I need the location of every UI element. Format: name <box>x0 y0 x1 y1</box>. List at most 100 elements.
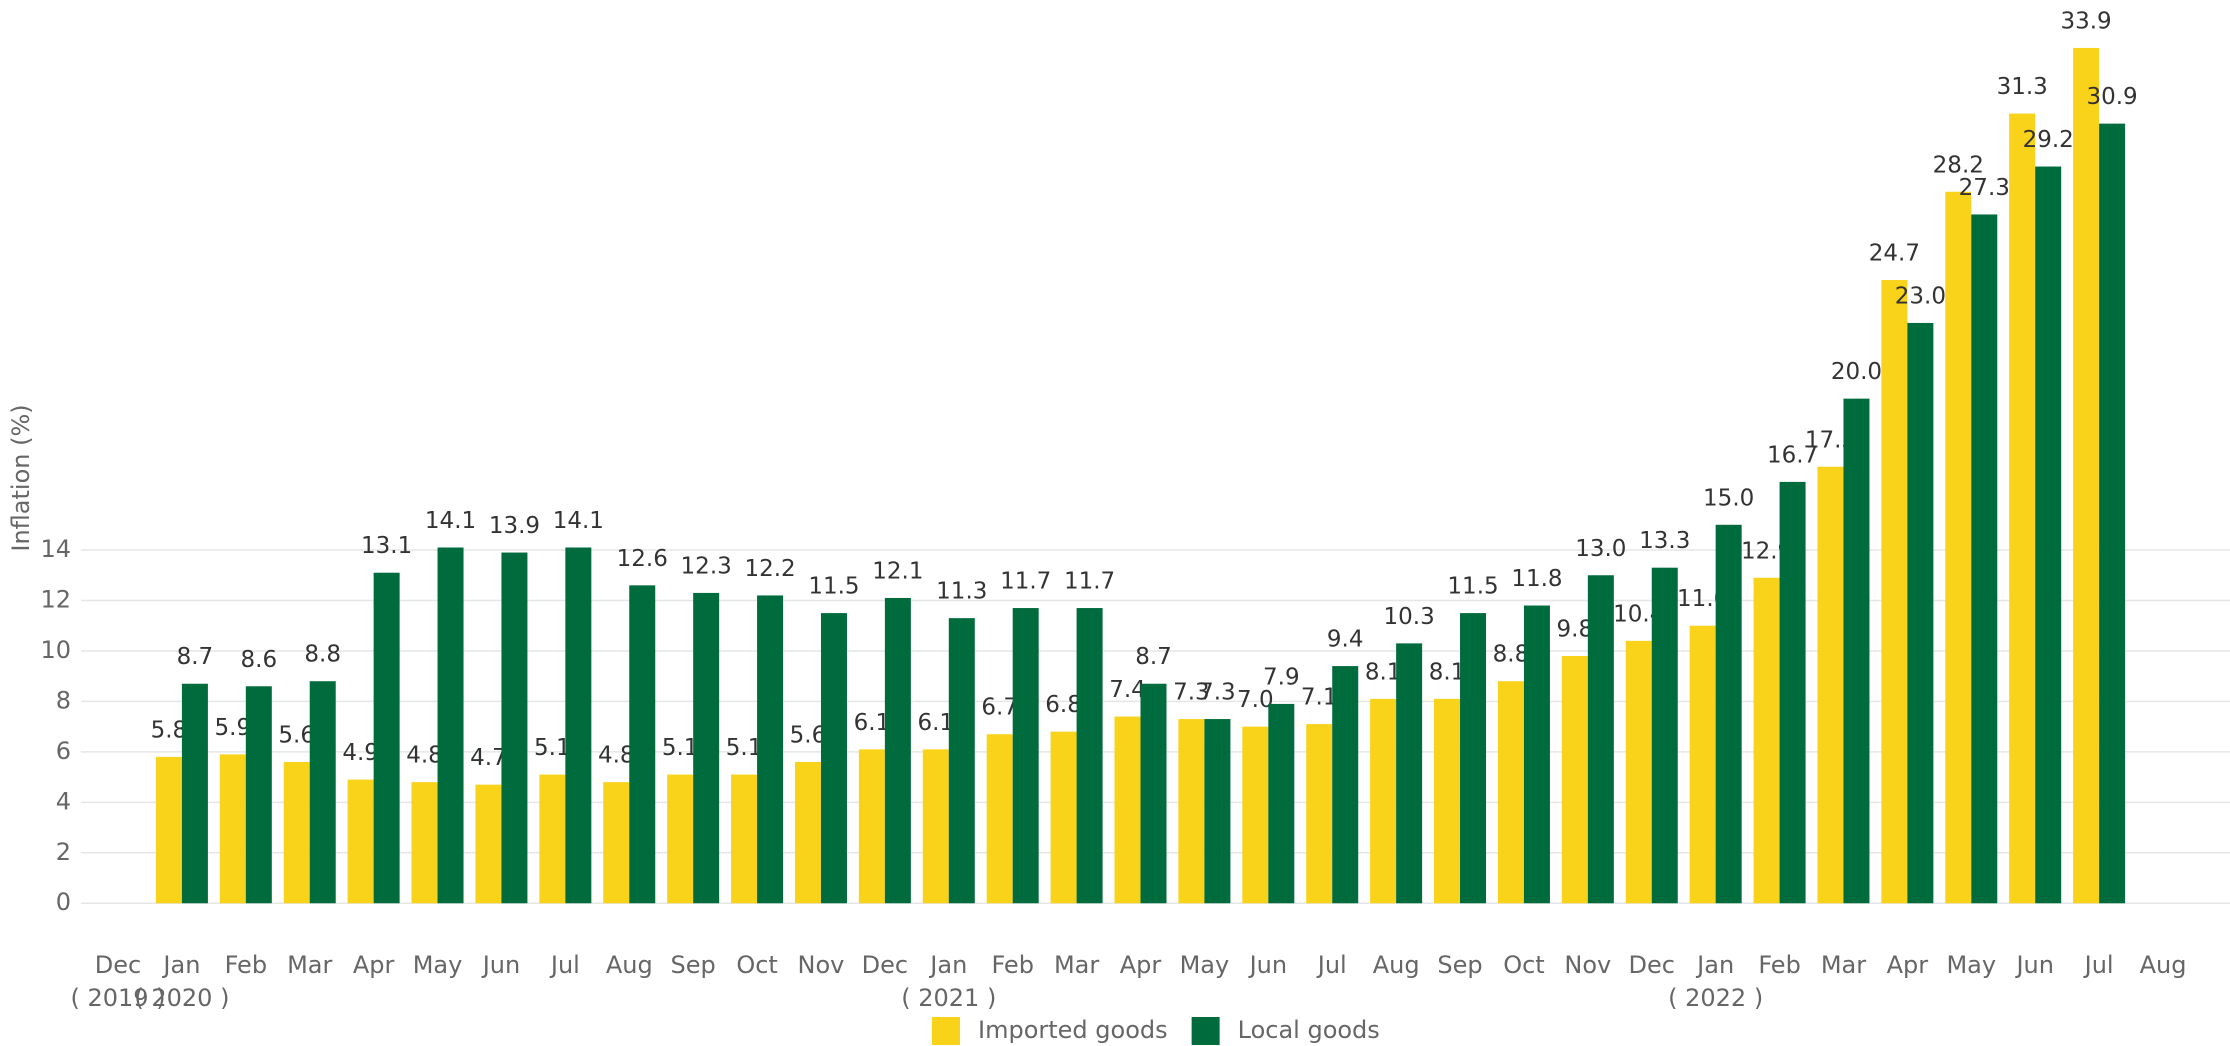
data-label: 8.7 <box>1135 644 1172 670</box>
data-label: 13.9 <box>489 513 540 539</box>
x-tick-label: Feb <box>1758 951 1801 979</box>
data-label: 7.3 <box>1173 680 1210 706</box>
bar <box>1076 608 1103 904</box>
bar <box>2099 123 2126 904</box>
x-tick-label: Aug <box>1373 951 1420 979</box>
data-label: 11.7 <box>1064 569 1115 595</box>
data-label: 7.4 <box>1109 677 1146 703</box>
data-label: 9.4 <box>1327 627 1364 653</box>
data-label: 13.3 <box>1639 528 1690 554</box>
bar <box>1204 719 1231 904</box>
bar <box>309 681 336 904</box>
x-year-label: ( 2020 ) <box>134 984 229 1012</box>
data-label: 27.3 <box>1959 175 2010 201</box>
data-label: 11.5 <box>808 574 859 600</box>
bar <box>1779 481 1806 904</box>
data-label: 10.3 <box>1384 604 1435 630</box>
x-tick-label: Sep <box>671 951 716 979</box>
data-label: 11.7 <box>1000 569 1051 595</box>
bar <box>1178 719 1205 904</box>
bar <box>1370 698 1397 904</box>
bar <box>501 552 528 904</box>
x-tick-label: Mar <box>1821 951 1866 979</box>
data-label: 6.8 <box>1045 692 1082 718</box>
data-label: 12.3 <box>681 553 732 579</box>
bar <box>1945 191 1972 904</box>
legend-swatch <box>1191 1017 1220 1045</box>
data-label: 29.2 <box>2023 127 2074 153</box>
bar <box>565 547 592 904</box>
bar <box>1012 608 1039 904</box>
bar <box>1651 567 1678 904</box>
bar <box>181 683 208 904</box>
bar <box>731 774 758 904</box>
data-label: 13.0 <box>1575 536 1626 562</box>
data-label: 23.0 <box>1895 283 1946 309</box>
bar <box>411 782 438 904</box>
x-tick-label: Dec <box>95 951 141 979</box>
data-label: 7.0 <box>1237 687 1274 713</box>
x-tick-label: Jun <box>481 951 521 979</box>
data-label: 12.1 <box>872 558 923 584</box>
bar <box>1753 577 1780 904</box>
x-tick-label: Oct <box>1503 951 1545 979</box>
data-label: 5.9 <box>215 715 252 741</box>
bar <box>603 782 630 904</box>
bar <box>1306 724 1333 904</box>
bar <box>794 761 821 904</box>
y-tick-label: 10 <box>40 636 71 664</box>
bar <box>1843 398 1870 904</box>
data-label: 7.1 <box>1301 685 1338 711</box>
x-tick-label: May <box>1180 951 1230 979</box>
x-tick-label: Feb <box>991 951 1034 979</box>
data-label: 8.8 <box>1493 642 1530 668</box>
bar <box>437 547 464 904</box>
bar <box>1907 322 1934 904</box>
bar <box>1140 683 1167 904</box>
x-tick-label: Dec <box>1629 951 1675 979</box>
x-tick-label: Oct <box>736 951 778 979</box>
data-label: 6.1 <box>917 710 954 736</box>
x-tick-label: Mar <box>287 951 332 979</box>
data-label: 28.2 <box>1933 152 1984 178</box>
x-tick-label: May <box>1946 951 1996 979</box>
data-label: 12.6 <box>617 546 668 572</box>
data-label: 12.2 <box>744 556 795 582</box>
data-label: 8.1 <box>1365 659 1402 685</box>
bar <box>539 774 566 904</box>
data-label: 9.8 <box>1557 616 1594 642</box>
x-tick-label: Apr <box>353 951 395 979</box>
bar <box>986 734 1013 904</box>
data-label: 4.9 <box>342 740 379 766</box>
bar <box>347 779 374 904</box>
bar <box>155 756 182 904</box>
data-label: 8.7 <box>177 644 214 670</box>
legend-label: Imported goods <box>978 1016 1168 1044</box>
data-label: 8.6 <box>241 647 278 673</box>
bar <box>693 592 720 904</box>
x-year-label: ( 2021 ) <box>901 984 996 1012</box>
x-tick-label: Jul <box>1316 951 1347 979</box>
x-tick-label: Jan <box>1695 951 1734 979</box>
x-tick-label: Sep <box>1437 951 1482 979</box>
bar <box>373 572 400 904</box>
bar <box>922 749 949 904</box>
data-label: 24.7 <box>1869 241 1920 267</box>
bar <box>2035 166 2062 904</box>
bar <box>2009 113 2036 904</box>
data-label: 11.8 <box>1511 566 1562 592</box>
bar <box>245 686 272 904</box>
data-label: 5.8 <box>151 717 188 743</box>
x-tick-label: Nov <box>798 951 845 979</box>
data-label: 5.6 <box>278 722 315 748</box>
y-tick-label: 4 <box>56 787 71 815</box>
data-label: 16.7 <box>1767 442 1818 468</box>
y-tick-label: 12 <box>40 585 71 613</box>
x-tick-label: Nov <box>1564 951 1611 979</box>
data-label: 31.3 <box>1997 74 2048 100</box>
x-tick-label: Mar <box>1054 951 1099 979</box>
bar <box>858 749 885 904</box>
bar <box>1689 625 1716 904</box>
bar <box>667 774 694 904</box>
data-label: 13.1 <box>361 533 412 559</box>
